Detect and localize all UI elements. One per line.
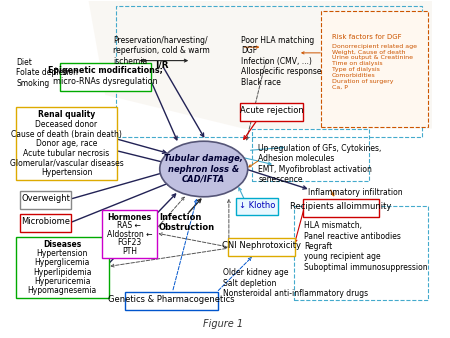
Text: Aldostron ←: Aldostron ← — [107, 230, 152, 239]
FancyBboxPatch shape — [20, 214, 71, 232]
FancyBboxPatch shape — [236, 198, 278, 215]
FancyBboxPatch shape — [228, 238, 295, 256]
FancyBboxPatch shape — [16, 237, 108, 298]
Text: Overweight: Overweight — [21, 194, 70, 203]
Text: Up regulation of GFs, Cytokines,
Adhesion molecules
EMT, Myofibroblast activatio: Up regulation of GFs, Cytokines, Adhesio… — [258, 144, 382, 184]
Text: RAS ←: RAS ← — [117, 221, 141, 230]
Text: Hyperuricemia: Hyperuricemia — [34, 277, 90, 286]
Text: Hormones: Hormones — [107, 213, 151, 222]
Text: Diet
Folate depletion
Smoking: Diet Folate depletion Smoking — [17, 58, 78, 88]
FancyBboxPatch shape — [125, 292, 217, 310]
Ellipse shape — [160, 141, 248, 197]
Polygon shape — [89, 1, 432, 128]
Text: Recipients alloimmunity: Recipients alloimmunity — [290, 202, 392, 211]
Text: Figure 1: Figure 1 — [202, 319, 243, 329]
FancyBboxPatch shape — [321, 11, 428, 127]
Text: Donor age, race: Donor age, race — [36, 139, 97, 148]
FancyBboxPatch shape — [102, 210, 157, 258]
Text: CNI Nephrotoxicity: CNI Nephrotoxicity — [222, 241, 301, 250]
Text: Tubular damage,
nephron loss &
CAD/IFTA: Tubular damage, nephron loss & CAD/IFTA — [164, 154, 243, 184]
FancyBboxPatch shape — [60, 63, 150, 91]
Text: Glomerular/vascular diseases: Glomerular/vascular diseases — [9, 159, 123, 168]
Text: Cause of death (brain death): Cause of death (brain death) — [11, 129, 122, 139]
Text: FGF23: FGF23 — [117, 238, 141, 247]
Text: Poor HLA matching
DGF
Infection (CMV, ...)
Allospecific response
Black race: Poor HLA matching DGF Infection (CMV, ..… — [242, 36, 322, 87]
Text: Renal quality: Renal quality — [38, 110, 95, 119]
Text: Preservation/harvesting/
reperfusion, cold & warm
ischemia: Preservation/harvesting/ reperfusion, co… — [113, 36, 210, 66]
Text: Acute tubular necrosis: Acute tubular necrosis — [23, 149, 110, 158]
Text: Epigenetic modifications;: Epigenetic modifications; — [48, 66, 163, 75]
Text: PTH: PTH — [122, 247, 137, 256]
Text: Hypertension: Hypertension — [41, 168, 92, 177]
Text: Diseases: Diseases — [43, 240, 81, 249]
Text: HLA mismatch,
Panel reactive antibodies
Regraft
young recipient age
Suboptimal i: HLA mismatch, Panel reactive antibodies … — [304, 221, 428, 272]
FancyBboxPatch shape — [303, 199, 379, 217]
Text: Genetics & Pharmacogenetics: Genetics & Pharmacogenetics — [108, 295, 234, 304]
FancyBboxPatch shape — [240, 103, 303, 121]
Text: Acute rejection: Acute rejection — [240, 106, 304, 115]
FancyBboxPatch shape — [20, 191, 71, 209]
Text: Inflammatory infiltration: Inflammatory infiltration — [308, 188, 403, 196]
Text: I/R: I/R — [155, 61, 169, 70]
Text: Microbiome: Microbiome — [21, 217, 70, 226]
Text: Hypomagnesemia: Hypomagnesemia — [28, 286, 97, 295]
Text: Hyperglicemia: Hyperglicemia — [35, 258, 90, 267]
Text: ↓ Klotho: ↓ Klotho — [239, 201, 275, 210]
FancyBboxPatch shape — [16, 107, 117, 180]
Text: micro-RNAs dysregulation: micro-RNAs dysregulation — [53, 77, 158, 87]
Text: Risk factors for DGF: Risk factors for DGF — [332, 34, 401, 40]
Text: Donorrecipient related age
Weight, Cause of death
Urine output & Creatinine
Time: Donorrecipient related age Weight, Cause… — [332, 44, 417, 89]
Text: Infection
Obstruction: Infection Obstruction — [159, 213, 215, 232]
Text: Hypertension: Hypertension — [36, 249, 88, 258]
Text: Deceased donor: Deceased donor — [36, 120, 98, 129]
Text: Hyperlipidemia: Hyperlipidemia — [33, 268, 92, 277]
Text: Older kidney age
Salt depletion
Nonsteroidal anti-inflammatory drugs: Older kidney age Salt depletion Nonstero… — [223, 268, 368, 298]
